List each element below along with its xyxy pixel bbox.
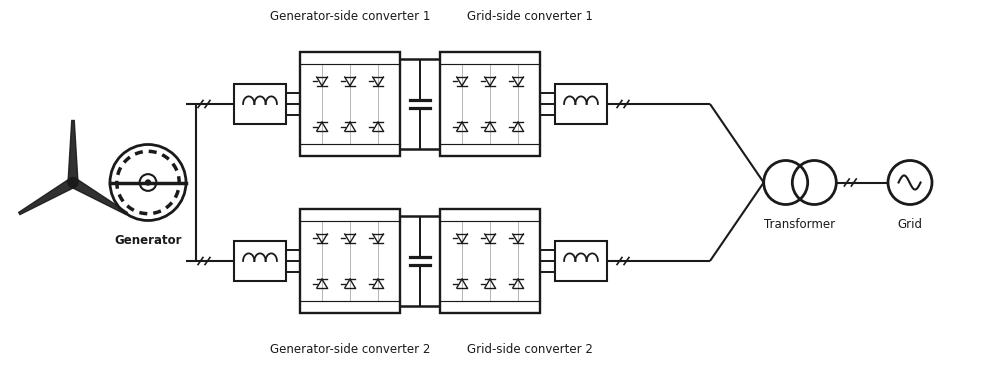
- Bar: [300, 209, 400, 313]
- Text: Transformer: Transformer: [764, 219, 836, 232]
- Text: Grid-side converter 1: Grid-side converter 1: [467, 10, 593, 23]
- Bar: [300, 52, 400, 156]
- Polygon shape: [68, 120, 78, 183]
- Polygon shape: [70, 178, 127, 214]
- Text: Generator-side converter 1: Generator-side converter 1: [270, 10, 430, 23]
- Text: Generator-side converter 2: Generator-side converter 2: [270, 343, 430, 356]
- Text: Generator: Generator: [114, 235, 182, 247]
- Text: Grid-side converter 2: Grid-side converter 2: [467, 343, 593, 356]
- Circle shape: [146, 180, 150, 185]
- Text: Grid: Grid: [898, 219, 922, 232]
- Bar: [440, 52, 540, 156]
- Circle shape: [68, 178, 78, 187]
- Bar: [555, 241, 607, 281]
- Bar: [440, 209, 540, 313]
- Bar: [234, 84, 286, 124]
- Bar: [555, 84, 607, 124]
- Bar: [234, 241, 286, 281]
- Polygon shape: [19, 178, 76, 214]
